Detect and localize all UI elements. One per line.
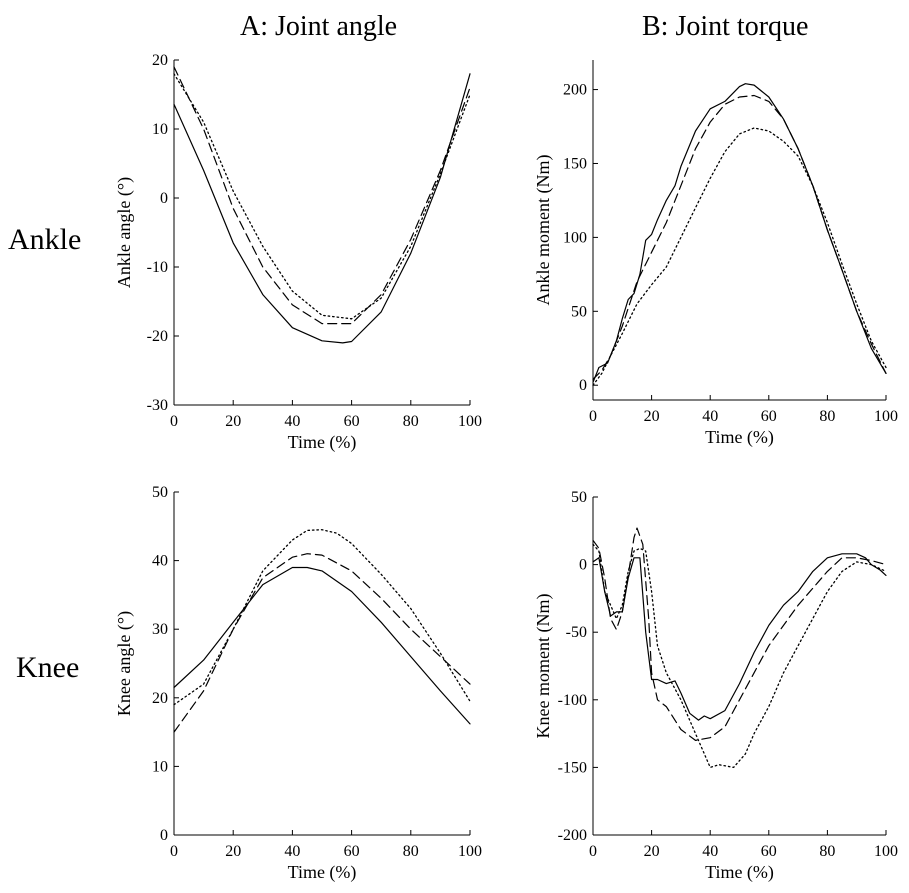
x-tick-label: 40 <box>702 843 718 860</box>
y-tick-label: 20 <box>152 690 168 707</box>
series-line-dotted <box>173 529 471 706</box>
x-tick-label: 20 <box>225 413 241 430</box>
y-tick-label: 0 <box>579 377 587 394</box>
y-tick-label: -30 <box>147 397 168 414</box>
x-tick-label: 100 <box>458 843 482 860</box>
x-tick-label: 20 <box>644 408 660 425</box>
x-tick-label: 80 <box>403 413 419 430</box>
y-axis-label: Knee angle (°) <box>114 611 135 716</box>
y-tick-label: -10 <box>147 259 168 276</box>
series-line-dashed <box>592 527 887 742</box>
y-tick-label: -150 <box>558 759 587 776</box>
y-tick-label: 0 <box>160 190 168 207</box>
x-tick-label: 80 <box>403 843 419 860</box>
y-tick-label: 0 <box>160 827 168 844</box>
x-tick-label: 100 <box>874 408 898 425</box>
chart-panel-ankle-moment: 0 20 40 60 80 100 0 50 100 150 200 Time (%) Ankle mo… <box>533 60 898 448</box>
chart-panel-knee-moment: 0 20 40 60 80 100 -200 -150 -100 -50 0 50 Time (%) Kn… <box>533 489 898 883</box>
y-tick-label: -200 <box>558 827 587 844</box>
series-line-dotted <box>173 73 471 320</box>
x-tick-label: 0 <box>170 413 178 430</box>
chart-panel-ankle-angle: 0 20 40 60 80 100 -30 -20 -10 0 10 20 Time (%) Ankle … <box>114 52 482 453</box>
y-tick-label: -50 <box>566 624 587 641</box>
series-line-dashed <box>173 66 471 325</box>
y-tick-label: 200 <box>563 82 587 99</box>
y-tick-label: 10 <box>152 121 168 138</box>
series-line-solid <box>173 73 471 344</box>
column-title-joint-torque: B: Joint torque <box>642 11 809 42</box>
x-axis-label: Time (%) <box>705 862 774 883</box>
series-line-dashed <box>173 553 471 733</box>
y-tick-label: 10 <box>152 758 168 775</box>
x-tick-label: 60 <box>761 408 777 425</box>
series-line-dotted <box>592 127 887 386</box>
y-tick-label: 50 <box>152 484 168 501</box>
x-axis-label: Time (%) <box>288 432 357 453</box>
y-tick-label: 50 <box>571 303 587 320</box>
x-tick-label: 0 <box>589 408 597 425</box>
series-line-solid <box>592 553 887 721</box>
y-tick-label: -100 <box>558 692 587 709</box>
x-tick-label: 60 <box>344 843 360 860</box>
y-tick-label: 50 <box>571 489 587 506</box>
x-axis-label: Time (%) <box>288 862 357 883</box>
column-title-joint-angle: A: Joint angle <box>240 11 398 42</box>
y-axis-label: Ankle moment (Nm) <box>533 155 554 306</box>
y-tick-label: 0 <box>579 557 587 574</box>
row-label-knee: Knee <box>16 651 80 684</box>
x-tick-label: 40 <box>702 408 718 425</box>
x-tick-label: 40 <box>284 413 300 430</box>
chart-panel-knee-angle: 0 20 40 60 80 100 0 10 20 30 40 50 Time (%) Knee angl… <box>114 484 482 883</box>
x-tick-label: 100 <box>458 413 482 430</box>
y-tick-label: 20 <box>152 52 168 69</box>
x-axis-label: Time (%) <box>705 427 774 448</box>
y-tick-label: 30 <box>152 621 168 638</box>
x-tick-label: 0 <box>170 843 178 860</box>
y-axis-label: Knee moment (Nm) <box>533 594 554 739</box>
series-line-dashed <box>592 94 887 380</box>
y-tick-label: -20 <box>147 328 168 345</box>
y-tick-label: 100 <box>563 229 587 246</box>
row-label-ankle: Ankle <box>8 223 82 256</box>
series-line-solid <box>592 83 887 383</box>
y-tick-label: 40 <box>152 553 168 570</box>
x-tick-label: 20 <box>225 843 241 860</box>
y-axis-label: Ankle angle (°) <box>114 177 135 288</box>
x-tick-label: 40 <box>284 843 300 860</box>
x-tick-label: 60 <box>344 413 360 430</box>
x-tick-label: 60 <box>761 843 777 860</box>
x-tick-label: 80 <box>819 843 835 860</box>
series-line-solid <box>173 566 471 725</box>
x-tick-label: 100 <box>874 843 898 860</box>
x-tick-label: 80 <box>819 408 835 425</box>
x-tick-label: 0 <box>589 843 597 860</box>
series-line-dotted <box>592 543 887 769</box>
x-tick-label: 20 <box>644 843 660 860</box>
y-tick-label: 150 <box>563 155 587 172</box>
